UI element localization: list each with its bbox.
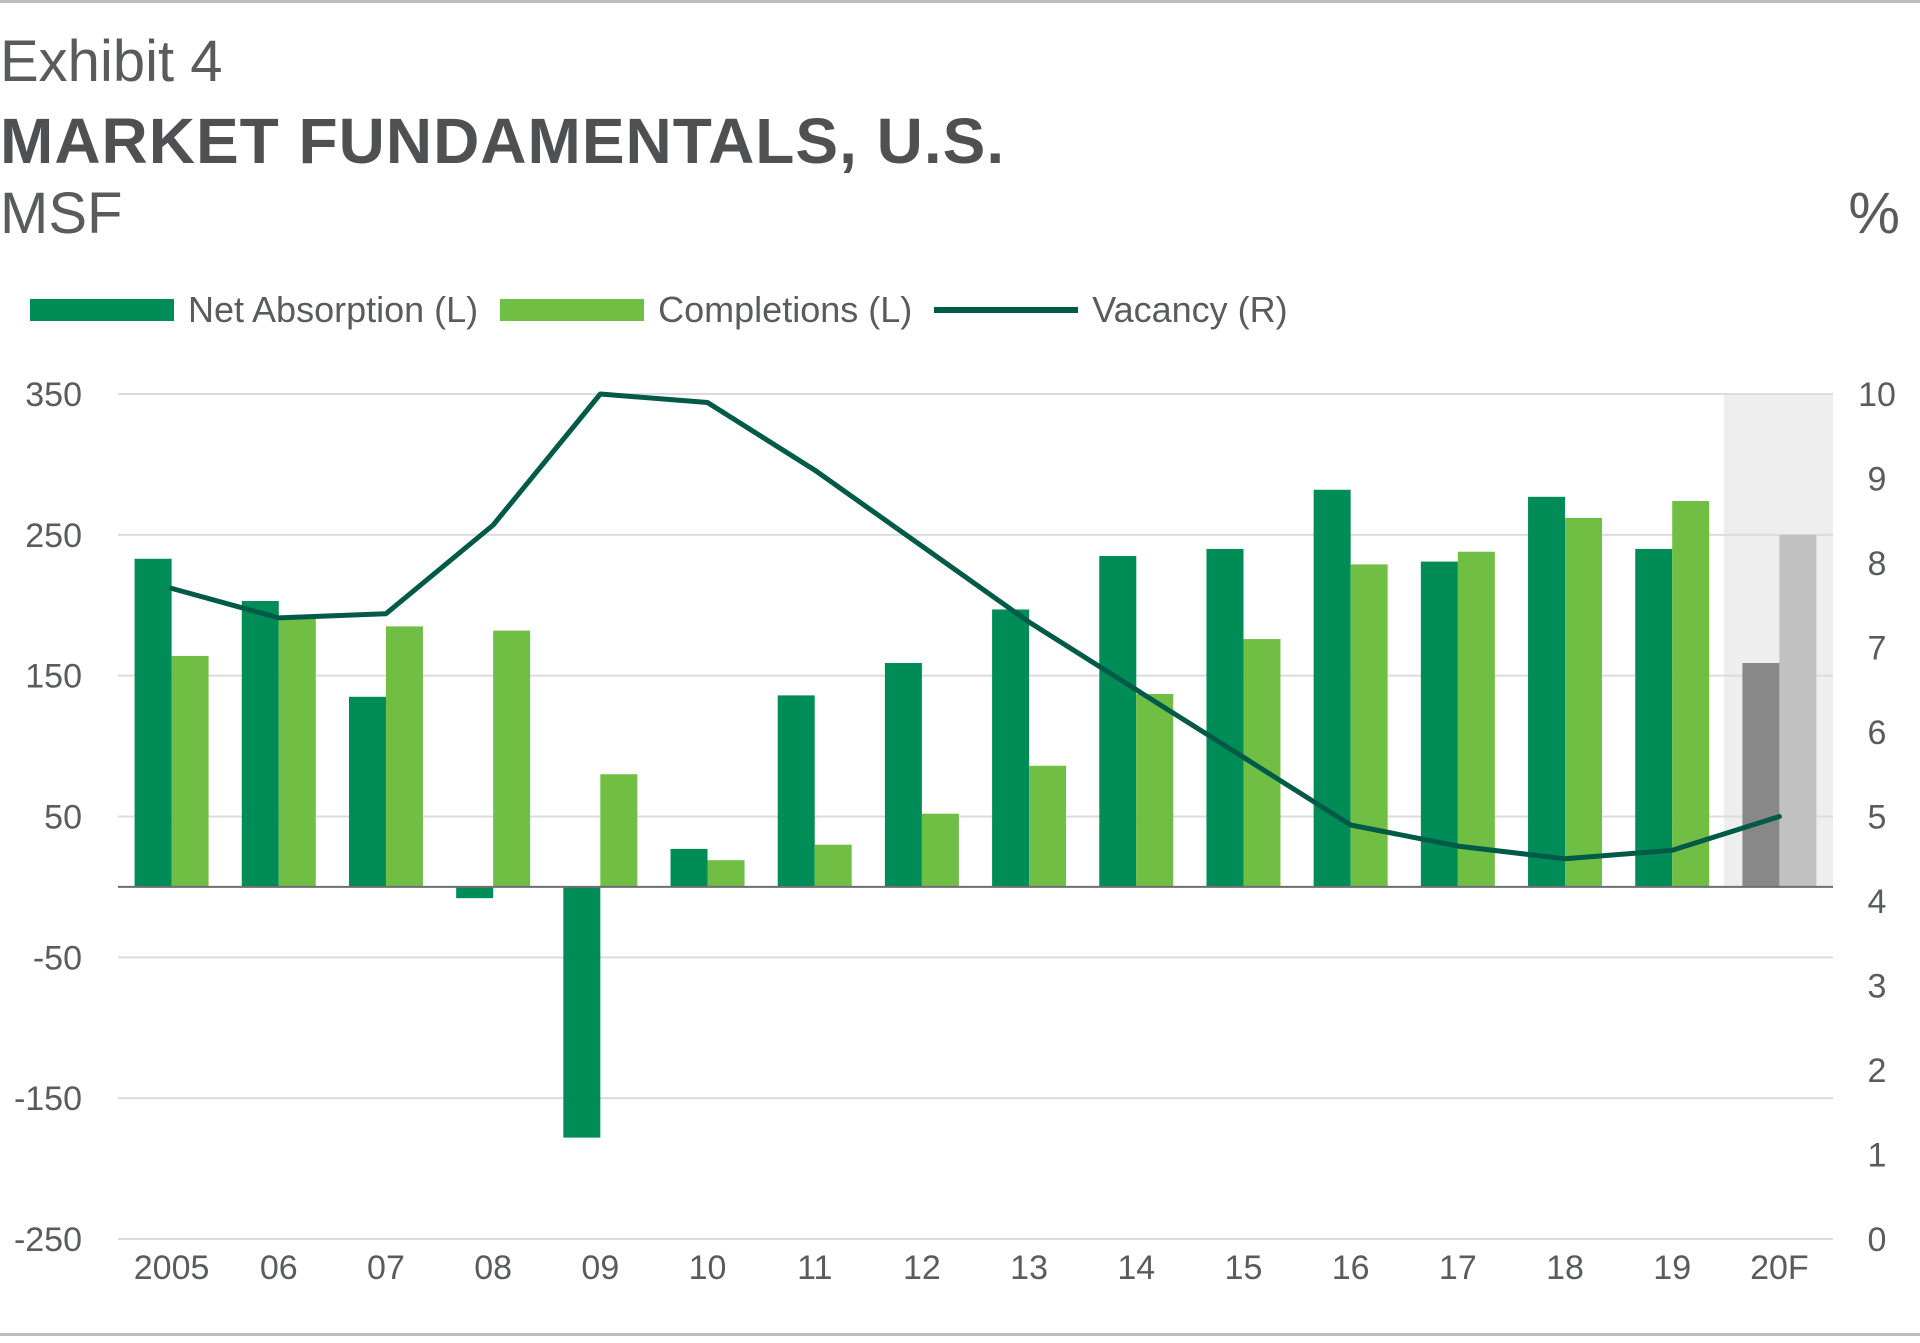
net-absorption-bar (1528, 496, 1566, 887)
net-absorption-bar (348, 696, 386, 887)
x-axis-tick-label: 08 (474, 1249, 512, 1287)
vacancy-swatch (934, 307, 1079, 313)
net-absorption-bar (1206, 548, 1244, 887)
right-axis-tick-label: 8 (1868, 545, 1887, 583)
right-axis-tick-label: 6 (1868, 714, 1887, 752)
x-axis-tick-label: 13 (1010, 1249, 1048, 1287)
right-axis-tick-label: 3 (1868, 968, 1887, 1006)
legend-item-completions: Completions (L) (500, 289, 912, 331)
x-axis-tick-label: 14 (1117, 1249, 1155, 1287)
x-axis-tick-label: 12 (903, 1249, 941, 1287)
legend-item-vacancy: Vacancy (R) (934, 289, 1288, 331)
net-absorption-bar (134, 558, 172, 887)
completions-bar (814, 844, 852, 887)
x-axis-tick-label: 19 (1653, 1249, 1691, 1287)
bottom-rule (0, 1333, 1920, 1336)
completions-bar (1029, 765, 1067, 887)
completions-bar (385, 626, 423, 887)
right-axis-tick-label: 7 (1868, 630, 1887, 668)
right-axis-tick-label: 10 (1858, 376, 1896, 414)
net-absorption-bar (1313, 489, 1351, 887)
legend-label: Completions (L) (658, 289, 913, 330)
x-axis-tick-label: 06 (260, 1249, 298, 1287)
net-absorption-bar (456, 886, 494, 899)
completions-bar (1565, 517, 1603, 887)
right-axis-tick-label: 4 (1868, 883, 1887, 921)
x-axis-tick-label: 07 (367, 1249, 405, 1287)
legend: Net Absorption (L) Completions (L) Vacan… (30, 285, 1310, 335)
x-axis-tick-label: 15 (1225, 1249, 1263, 1287)
net-absorption-bar (670, 848, 708, 887)
top-rule (0, 0, 1920, 3)
completions-bar (921, 813, 959, 887)
x-axis-tick-label: 11 (797, 1249, 832, 1287)
net-absorption-swatch (30, 299, 174, 321)
x-axis-tick-label: 16 (1332, 1249, 1370, 1287)
completions-bar (1779, 534, 1817, 887)
legend-label: Vacancy (R) (1092, 289, 1288, 330)
left-axis-tick-label: 150 (25, 658, 82, 696)
net-absorption-bar (1420, 561, 1458, 887)
left-axis-tick-label: 350 (25, 376, 82, 414)
completions-bar (1350, 564, 1388, 887)
vacancy-line (169, 391, 1782, 862)
legend-item-net-absorption: Net Absorption (L) (30, 289, 478, 331)
completions-bar (1672, 501, 1710, 887)
left-axis-tick-label: 250 (25, 517, 82, 555)
legend-label: Net Absorption (L) (188, 289, 479, 330)
completions-bar (493, 630, 531, 887)
net-absorption-bar (777, 695, 815, 887)
exhibit-label: Exhibit 4 (0, 29, 223, 94)
completions-swatch (500, 299, 645, 321)
net-absorption-bar (563, 886, 601, 1138)
completions-bar (600, 774, 638, 887)
completions-bar (707, 860, 745, 887)
left-axis-tick-label: -150 (14, 1080, 82, 1118)
right-axis-unit: % (1848, 181, 1900, 246)
left-axis-tick-label: -250 (14, 1221, 82, 1259)
net-absorption-bar (1099, 555, 1137, 887)
chart-title: MARKET FUNDAMENTALS, U.S. (0, 105, 1006, 177)
net-absorption-bar (992, 609, 1030, 887)
x-axis-tick-label: 10 (689, 1249, 727, 1287)
net-absorption-bar (1635, 548, 1673, 887)
net-absorption-bar (884, 662, 922, 887)
left-axis-unit: MSF (0, 181, 123, 246)
x-axis-tick-label: 09 (581, 1249, 619, 1287)
right-axis-tick-label: 5 (1868, 799, 1887, 837)
net-absorption-bar (241, 601, 279, 887)
right-axis-tick-label: 0 (1868, 1221, 1887, 1259)
x-axis-tick-label: 2005 (134, 1249, 210, 1287)
x-axis-tick-label: 20F (1750, 1249, 1809, 1287)
right-axis-tick-label: 1 (1868, 1137, 1887, 1175)
net-absorption-bar (1742, 662, 1780, 887)
completions-bar (1457, 551, 1495, 887)
completions-bar (278, 616, 316, 887)
completions-bar (171, 655, 209, 887)
left-axis-tick-label: 50 (44, 799, 82, 837)
right-axis-tick-label: 9 (1868, 461, 1887, 499)
completions-bar (1136, 693, 1174, 887)
x-axis-tick-label: 18 (1546, 1249, 1584, 1287)
left-axis-tick-label: -50 (33, 939, 82, 977)
right-axis-tick-label: 2 (1868, 1052, 1887, 1090)
x-axis-tick-label: 17 (1439, 1249, 1477, 1287)
